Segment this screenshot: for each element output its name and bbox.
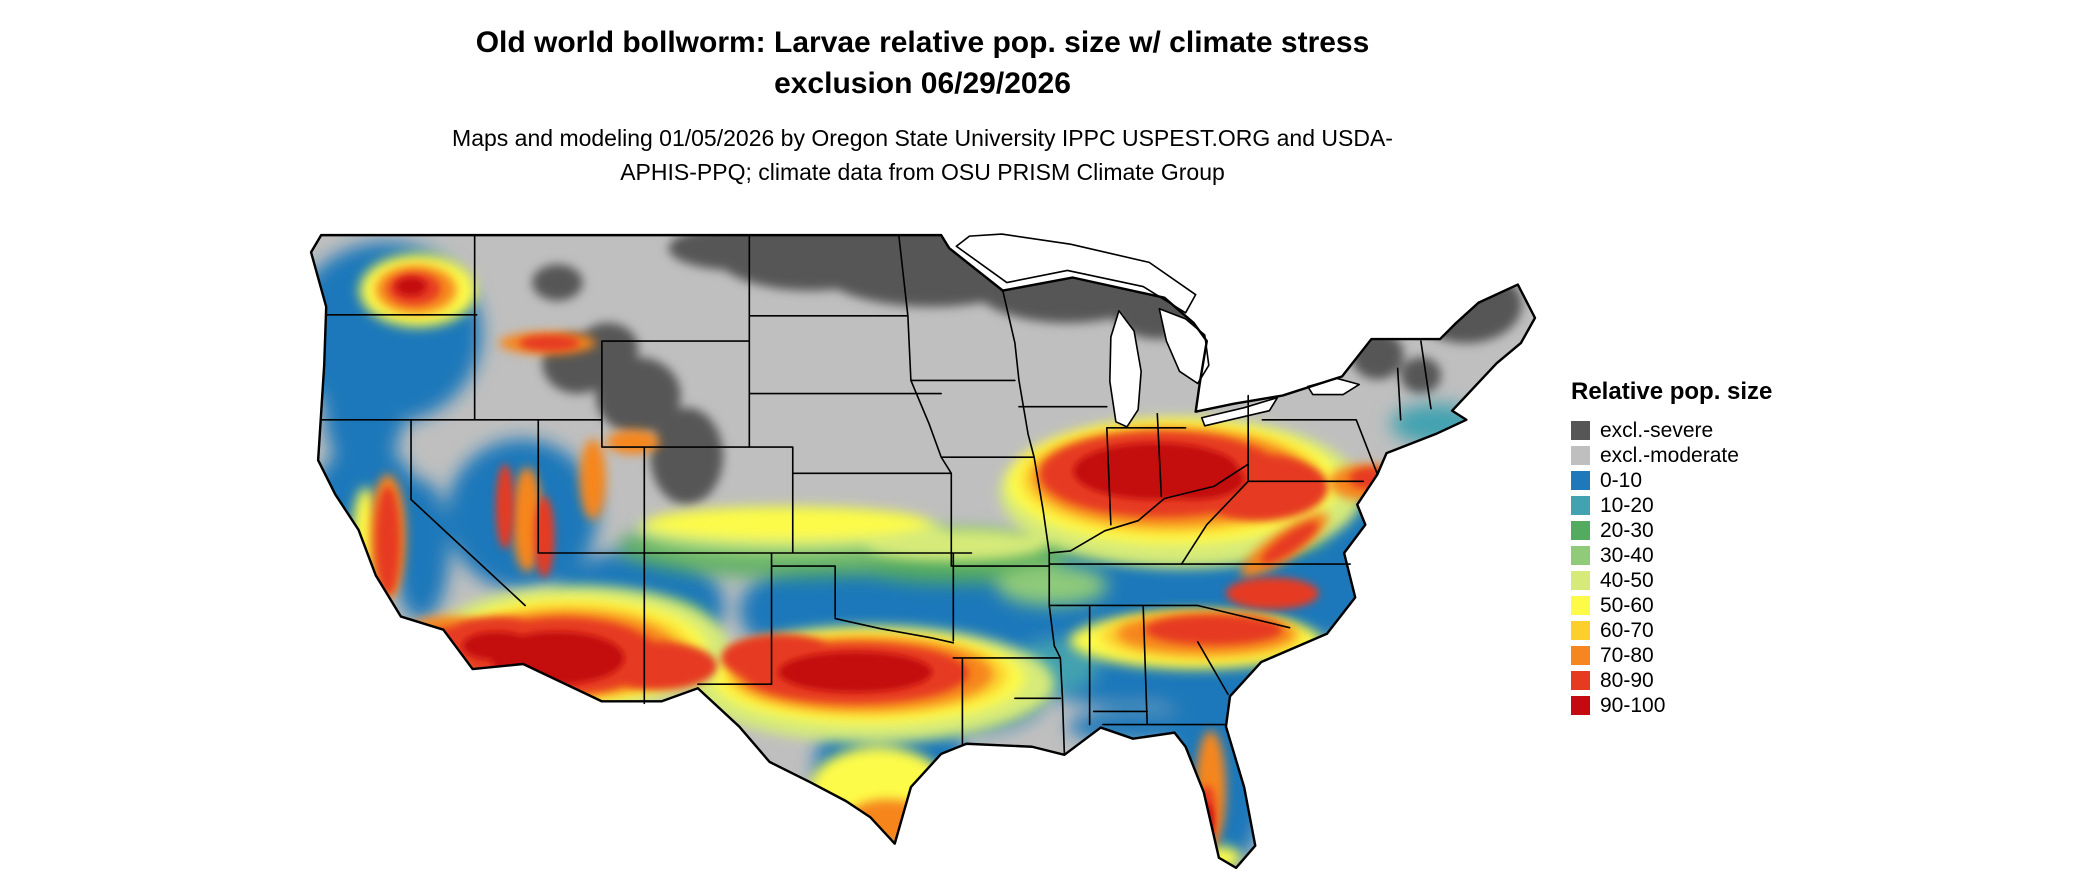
legend-swatch-0-10 [1571,471,1590,490]
legend-item: 0-10 [1571,468,1772,493]
legend-swatch-excl-severe [1571,421,1590,440]
us-outline [309,233,1537,870]
legend-label: 50-60 [1600,593,1654,617]
state-boundaries [320,234,1432,756]
header: Old world bollworm: Larvae relative pop.… [0,22,1845,190]
legend-swatch-90-100 [1571,696,1590,715]
legend-swatch-60-70 [1571,621,1590,640]
legend-swatch-excl-moderate [1571,446,1590,465]
legend-label: 20-30 [1600,518,1654,542]
legend-item: 30-40 [1571,543,1772,568]
legend-swatch-30-40 [1571,546,1590,565]
legend-swatch-80-90 [1571,671,1590,690]
legend-item: 90-100 [1571,693,1772,718]
lake-erie [1200,396,1279,427]
legend-swatch-40-50 [1571,571,1590,590]
legend-item: 40-50 [1571,568,1772,593]
legend-label: 70-80 [1600,643,1654,667]
legend-label: 80-90 [1600,668,1654,692]
legend-item: 60-70 [1571,618,1772,643]
legend-label: 40-50 [1600,568,1654,592]
legend-item: 20-30 [1571,518,1772,543]
legend-item: excl.-moderate [1571,443,1772,468]
legend-item: excl.-severe [1571,418,1772,443]
legend-swatch-10-20 [1571,496,1590,515]
lake-michigan [1109,309,1142,428]
legend-swatch-70-80 [1571,646,1590,665]
legend-item: 70-80 [1571,643,1772,668]
legend-title: Relative pop. size [1571,378,1773,405]
max-region [395,277,1245,841]
legend-label: excl.-severe [1600,418,1714,442]
legend-label: excl.-moderate [1600,443,1739,467]
legend: Relative pop. size excl.-severe excl.-mo… [1571,378,1772,718]
legend-swatch-20-30 [1571,521,1590,540]
legend-label: 0-10 [1600,468,1643,492]
us-map [305,222,1537,884]
lake-superior [955,233,1197,314]
legend-item: 80-90 [1571,668,1772,693]
severe-exclusion-region [532,235,1522,505]
legend-label: 90-100 [1600,693,1666,717]
legend-label: 60-70 [1600,618,1654,642]
legend-item: 10-20 [1571,493,1772,518]
legend-item: 50-60 [1571,593,1772,618]
lake-huron [1158,307,1210,385]
legend-swatch-50-60 [1571,596,1590,615]
great-lakes [955,233,1361,428]
map-title: Old world bollworm: Larvae relative pop.… [475,26,1370,101]
legend-label: 10-20 [1600,493,1654,517]
us-map-svg [309,233,1537,870]
legend-label: 30-40 [1600,543,1654,567]
map-subtitle: Maps and modeling 01/05/2026 by Oregon S… [452,124,1393,186]
